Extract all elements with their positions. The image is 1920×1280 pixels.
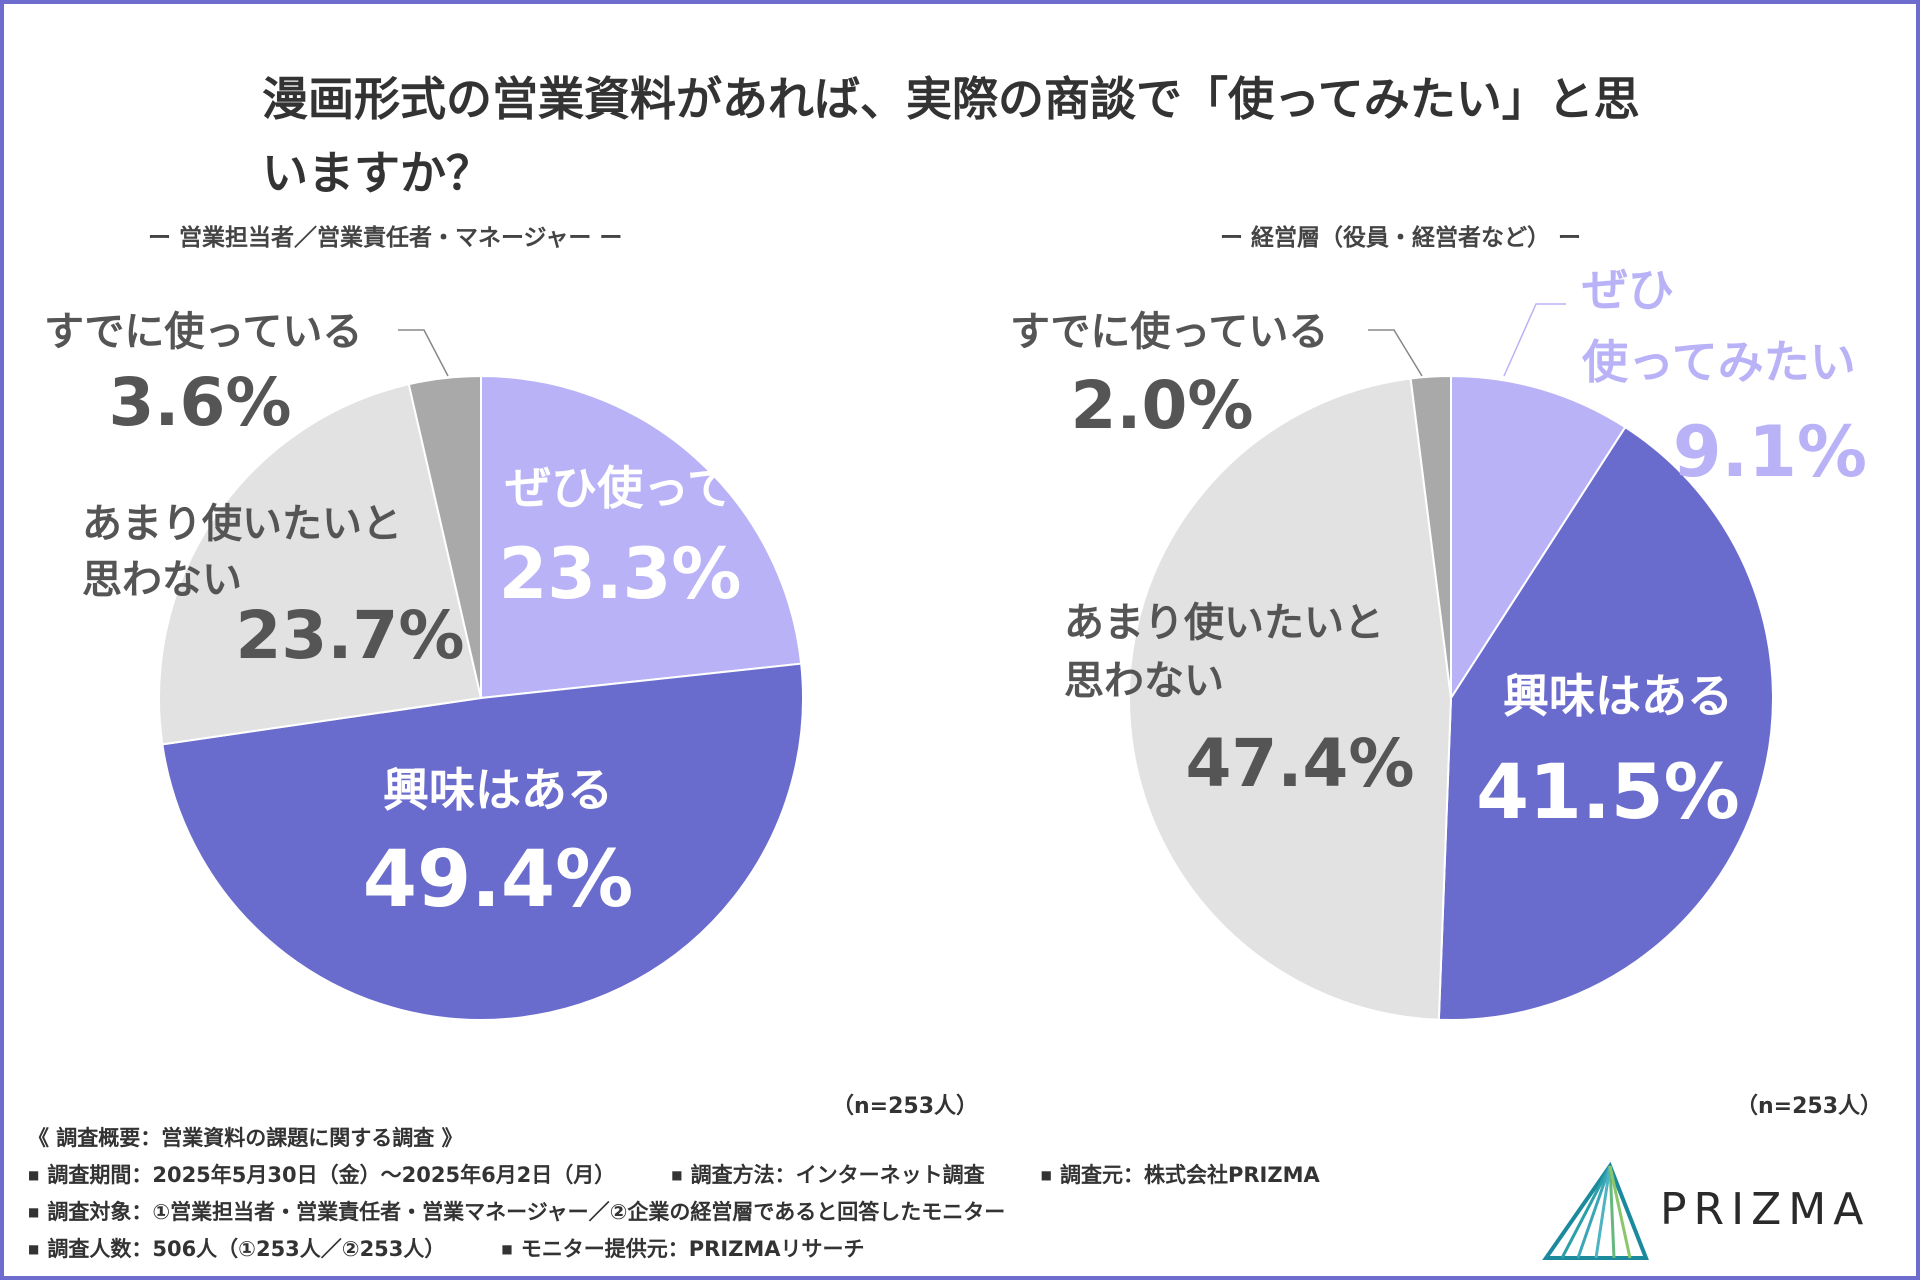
left-chart-subtitle: ー 営業担当者／営業責任者・マネージャー ー [148, 225, 623, 251]
survey-source: 調査元：株式会社PRIZMA [1041, 1157, 1320, 1194]
prisma-logo-text: PRIZMA [1660, 1184, 1871, 1235]
right-already-leader-line [1368, 329, 1423, 377]
right-notreally-label-line1: あまり使いたいと [1064, 600, 1384, 646]
survey-provider: モニター提供元：PRIZMAリサーチ [501, 1231, 865, 1268]
right-slice-already-using [1409, 374, 1452, 699]
survey-summary: 《 調査概要：営業資料の課題に関する調査 》 調査期間：2025年5月30日（金… [28, 1120, 1528, 1268]
left-already-value: 3.6% [108, 364, 291, 441]
right-slice-not-really [1128, 377, 1453, 1021]
left-already-label: すでに使っている [44, 309, 362, 355]
left-want-label: ぜひ使ってみたい [505, 461, 871, 515]
right-notreally-label-line2: 思わない [1064, 658, 1224, 704]
left-slice-want-to-use [480, 374, 803, 700]
survey-line-2: 調査対象：①営業担当者・営業責任者・営業マネージャー／②企業の経営層であると回答… [28, 1194, 1528, 1231]
left-want-value: 23.3% [499, 533, 742, 615]
left-pie [158, 374, 804, 1021]
left-interested-value: 49.4% [363, 835, 634, 925]
right-already-value: 2.0% [1070, 367, 1253, 444]
right-chart-subtitle: ー 経営層（役員・経営者など） ー [1220, 225, 1582, 251]
right-want-leader-line [1503, 303, 1566, 377]
right-slice-interested [1437, 425, 1774, 1021]
left-notreally-label-line1: あまり使いたいと [82, 501, 402, 547]
left-sample-size-note: （n=253人） [832, 1094, 979, 1119]
prism-triangle-icon [1542, 1161, 1649, 1260]
survey-heading: 《 調査概要：営業資料の課題に関する調査 》 [28, 1126, 463, 1150]
survey-line-1: 調査期間：2025年5月30日（金）～2025年6月2日（月） 調査方法：インター… [28, 1157, 1528, 1194]
left-notreally-label-line2: 思わない [82, 557, 242, 603]
survey-method: 調査方法：インターネット調査 [671, 1157, 985, 1194]
survey-target: 調査対象：①営業担当者・営業責任者・営業マネージャー／②企業の経営層であると回答… [28, 1194, 1005, 1231]
left-interested-label: 興味はある [383, 763, 613, 817]
right-already-label: すでに使っている [1010, 309, 1328, 355]
left-slice-interested [161, 662, 804, 1021]
survey-line-3: 調査人数：506人（①253人／②253人） モニター提供元：PRIZMAリサーチ [28, 1231, 1528, 1268]
survey-period: 調査期間：2025年5月30日（金）～2025年6月2日（月） [28, 1157, 615, 1194]
right-want-label-line1: ぜひ [1582, 263, 1674, 317]
right-pie [1128, 374, 1774, 1021]
prisma-logo [1542, 1161, 1649, 1260]
left-slice-not-really [158, 383, 483, 746]
survey-count: 調査人数：506人（①253人／②253人） [28, 1231, 445, 1268]
right-interested-label: 興味はある [1503, 669, 1733, 723]
right-sample-size-note: （n=253人） [1736, 1094, 1883, 1119]
left-notreally-value: 23.7% [236, 597, 465, 674]
chart-title: 漫画形式の営業資料があれば、実際の商談で「使ってみたい」と思いますか？ [262, 72, 1640, 200]
left-already-leader-line [398, 329, 449, 377]
left-slice-already-using [407, 374, 482, 699]
right-notreally-value: 47.4% [1186, 725, 1415, 802]
right-want-value: 9.1% [1673, 411, 1867, 493]
right-slice-want-to-use [1450, 374, 1627, 702]
right-interested-value: 41.5% [1476, 747, 1740, 836]
right-want-label-line2: 使ってみたい [1582, 335, 1856, 389]
